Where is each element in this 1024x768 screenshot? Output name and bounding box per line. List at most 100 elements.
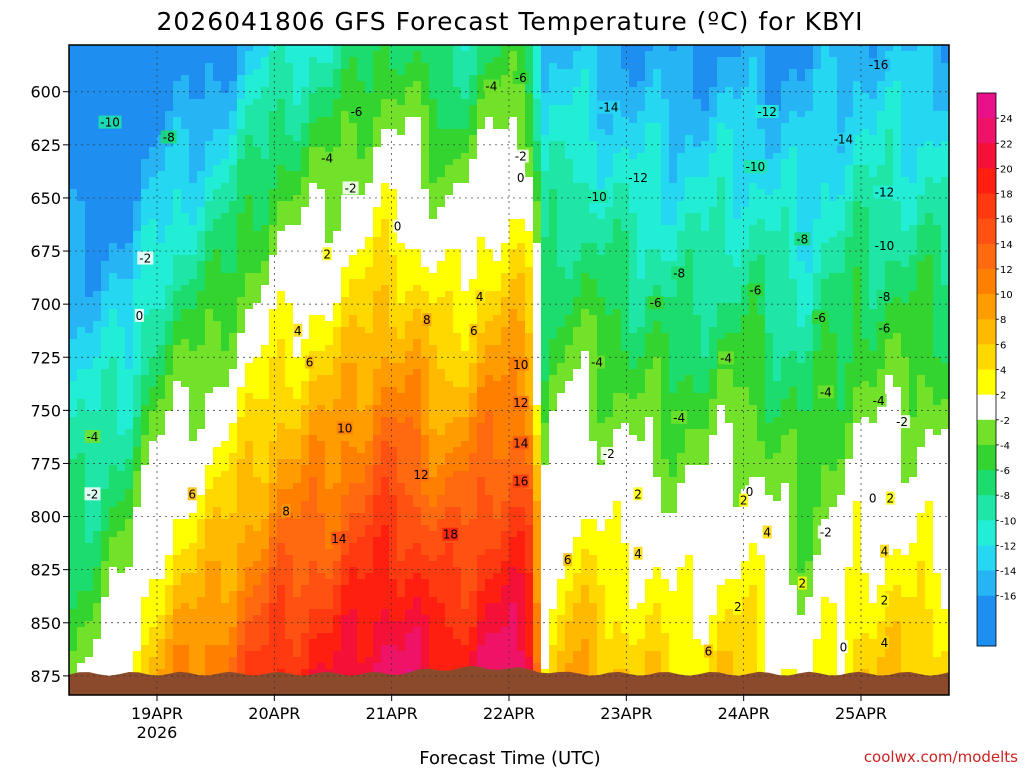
field-cell — [149, 321, 158, 328]
field-cell — [405, 381, 414, 388]
field-cell — [229, 627, 238, 634]
field-cell — [213, 315, 222, 322]
field-cell — [205, 429, 214, 436]
field-cell — [149, 315, 158, 322]
field-cell — [413, 129, 422, 136]
field-cell — [221, 519, 230, 526]
field-cell — [349, 531, 358, 538]
field-cell — [389, 87, 398, 94]
field-cell — [341, 369, 350, 376]
field-cell — [197, 213, 206, 220]
field-cell — [125, 651, 134, 658]
field-cell — [413, 495, 422, 502]
field-cell — [357, 471, 366, 478]
field-cell — [229, 237, 238, 244]
field-cell — [133, 411, 142, 418]
field-cell — [229, 465, 238, 472]
field-cell — [213, 327, 222, 334]
field-cell — [301, 63, 310, 70]
field-cell — [285, 363, 294, 370]
field-cell — [221, 231, 230, 238]
field-cell — [253, 531, 262, 538]
field-cell — [317, 345, 326, 352]
field-cell — [237, 507, 246, 514]
field-cell — [173, 489, 182, 496]
field-cell — [405, 405, 414, 412]
field-cell — [269, 561, 278, 568]
field-cell — [125, 387, 134, 394]
field-cell — [325, 105, 334, 112]
field-cell — [373, 483, 382, 490]
field-cell — [389, 171, 398, 178]
field-cell — [261, 375, 270, 382]
field-cell — [149, 501, 158, 508]
field-cell — [413, 177, 422, 184]
field-cell — [109, 243, 118, 250]
field-cell — [101, 231, 110, 238]
field-cell — [397, 321, 406, 328]
field-cell — [317, 585, 326, 592]
field-cell — [101, 441, 110, 448]
field-cell — [397, 255, 406, 262]
field-cell — [413, 597, 422, 604]
field-cell — [357, 237, 366, 244]
field-cell — [141, 567, 150, 574]
field-cell — [429, 321, 438, 328]
field-cell — [389, 471, 398, 478]
field-cell — [333, 291, 342, 298]
field-cell — [149, 621, 158, 628]
field-cell — [117, 579, 126, 586]
field-cell — [69, 291, 78, 298]
field-cell — [245, 639, 254, 646]
field-cell — [141, 579, 150, 586]
field-cell — [141, 207, 150, 214]
field-cell — [109, 375, 118, 382]
field-cell — [357, 81, 366, 88]
field-cell — [325, 417, 334, 424]
field-cell — [93, 219, 102, 226]
field-cell — [277, 477, 286, 484]
field-cell — [325, 291, 334, 298]
field-cell — [405, 117, 414, 124]
field-cell — [245, 255, 254, 262]
field-cell — [93, 165, 102, 172]
field-cell — [237, 231, 246, 238]
field-cell — [165, 345, 174, 352]
field-cell — [117, 651, 126, 658]
field-cell — [229, 129, 238, 136]
field-cell — [253, 117, 262, 124]
field-cell — [397, 357, 406, 364]
field-cell — [213, 189, 222, 196]
field-cell — [165, 381, 174, 388]
field-cell — [317, 507, 326, 514]
field-cell — [341, 291, 350, 298]
field-cell — [301, 615, 310, 622]
field-cell — [293, 465, 302, 472]
field-cell — [341, 603, 350, 610]
field-cell — [261, 75, 270, 82]
field-cell — [237, 81, 246, 88]
field-cell — [365, 387, 374, 394]
field-cell — [69, 273, 78, 280]
field-cell — [421, 399, 430, 406]
field-cell — [93, 261, 102, 268]
field-cell — [117, 147, 126, 154]
field-cell — [93, 447, 102, 454]
field-cell — [389, 591, 398, 598]
field-cell — [373, 597, 382, 604]
field-cell — [125, 117, 134, 124]
field-cell — [157, 201, 166, 208]
field-cell — [245, 351, 254, 358]
field-cell — [133, 585, 142, 592]
field-cell — [285, 597, 294, 604]
field-cell — [381, 333, 390, 340]
field-cell — [269, 75, 278, 82]
field-cell — [237, 405, 246, 412]
field-cell — [165, 465, 174, 472]
field-cell — [397, 201, 406, 208]
field-cell — [93, 207, 102, 214]
field-cell — [125, 591, 134, 598]
field-cell — [261, 645, 270, 652]
field-cell — [381, 627, 390, 634]
field-cell — [381, 447, 390, 454]
